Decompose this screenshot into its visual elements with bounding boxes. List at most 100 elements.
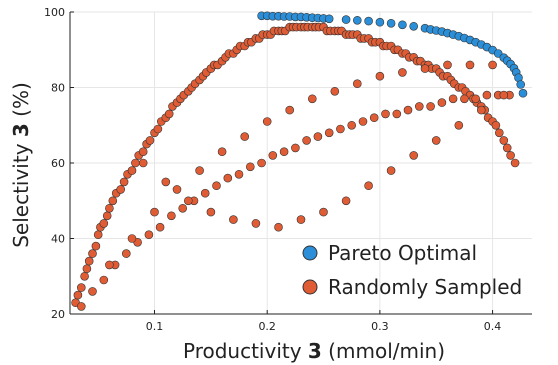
random-point	[510, 158, 520, 168]
legend: Pareto Optimal Randomly Sampled	[302, 241, 522, 299]
y-axis-title: Selectivity 3 (%)	[9, 82, 33, 248]
random-point	[167, 211, 176, 221]
random-point	[246, 162, 255, 172]
random-point	[138, 158, 148, 168]
random-point	[99, 219, 109, 228]
x-tick-label: 0.4	[484, 320, 502, 333]
random-point	[476, 105, 486, 115]
tick-labels: 0.1 0.2 0.3 0.4 20 40 60 80 100	[44, 6, 501, 333]
random-point	[212, 181, 221, 190]
random-point	[313, 132, 323, 141]
random-point	[150, 207, 159, 217]
axes	[69, 11, 532, 315]
pareto-point	[386, 18, 396, 28]
pareto-point	[324, 14, 334, 24]
random-point	[341, 196, 351, 206]
random-point	[502, 143, 512, 153]
random-point	[234, 170, 244, 179]
random-point	[491, 121, 501, 130]
random-point	[127, 166, 137, 175]
random-point	[200, 188, 210, 198]
random-point	[296, 215, 306, 224]
random-point	[262, 117, 272, 126]
random-point	[99, 275, 109, 285]
random-point	[102, 211, 112, 221]
random-point	[144, 230, 154, 239]
random-point	[381, 109, 390, 119]
random-point	[375, 71, 385, 81]
random-point	[88, 249, 97, 258]
random-point	[307, 94, 317, 104]
legend-marker-pareto	[302, 245, 318, 261]
random-point	[88, 287, 97, 296]
random-point	[347, 121, 357, 130]
random-point	[291, 143, 300, 153]
random-point	[105, 204, 114, 213]
random-point	[138, 147, 148, 156]
random-point	[465, 60, 475, 70]
legend-label-pareto: Pareto Optimal	[328, 241, 477, 265]
y-tick-label: 100	[44, 6, 65, 19]
random-point	[506, 151, 515, 160]
random-point	[319, 207, 328, 217]
random-point	[330, 87, 340, 96]
random-point	[251, 219, 261, 228]
random-point	[153, 124, 163, 134]
pareto-point	[409, 21, 419, 31]
pareto-point	[516, 80, 526, 89]
random-point	[84, 256, 94, 266]
y-tick-label: 20	[51, 308, 65, 321]
random-point	[77, 283, 86, 292]
random-point	[274, 222, 283, 232]
pareto-point	[518, 88, 528, 98]
random-point	[178, 204, 187, 213]
random-point	[172, 185, 182, 194]
random-point	[279, 147, 289, 156]
x-tick-label: 0.2	[258, 320, 276, 333]
random-point	[426, 102, 435, 111]
random-point	[448, 94, 458, 104]
random-point	[431, 136, 441, 145]
random-point	[161, 177, 171, 187]
random-point	[369, 113, 379, 122]
random-point	[443, 60, 452, 70]
pareto-point	[375, 17, 385, 27]
random-point	[155, 222, 165, 232]
legend-marker-random	[302, 279, 318, 295]
y-tick-label: 80	[51, 82, 65, 95]
random-point	[409, 151, 419, 160]
y-tick-label: 60	[51, 157, 65, 170]
pareto-point	[352, 15, 362, 25]
random-point	[240, 132, 249, 141]
random-point	[105, 260, 114, 270]
random-point	[184, 196, 193, 206]
pareto-point	[398, 20, 407, 30]
random-point	[392, 109, 402, 119]
random-point	[403, 105, 413, 115]
pareto-point	[364, 16, 373, 26]
random-point	[119, 177, 129, 187]
random-point	[91, 241, 101, 251]
random-point	[499, 90, 509, 100]
random-point	[420, 64, 430, 73]
x-tick-label: 0.3	[371, 320, 389, 333]
random-point	[73, 290, 83, 300]
random-point	[82, 264, 92, 274]
random-point	[127, 234, 137, 243]
random-point	[80, 271, 89, 281]
random-point	[108, 196, 118, 206]
random-point	[364, 181, 373, 190]
x-tick-label: 0.1	[146, 320, 164, 333]
random-point	[352, 79, 362, 88]
random-point	[336, 124, 345, 134]
random-point	[268, 151, 278, 160]
random-point	[122, 249, 131, 258]
random-point	[414, 102, 424, 111]
legend-label-random: Randomly Sampled	[328, 275, 522, 299]
random-point	[77, 302, 86, 311]
random-point	[195, 166, 204, 175]
random-point	[471, 94, 481, 104]
random-point	[131, 158, 140, 168]
random-point	[93, 230, 103, 239]
